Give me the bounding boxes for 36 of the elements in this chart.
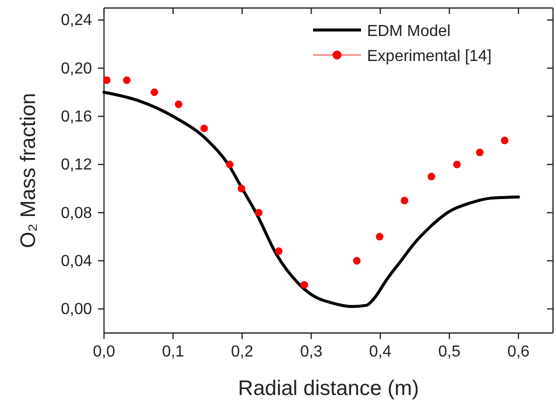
point <box>400 196 408 204</box>
y-tick-label: 0,20 <box>60 60 92 78</box>
point <box>123 76 131 84</box>
y-tick-label: 0,24 <box>60 12 92 30</box>
point <box>453 160 461 168</box>
y-axis-title: O₂ Mass fraction <box>17 92 40 248</box>
point <box>174 100 182 108</box>
point <box>428 172 436 180</box>
x-tick-label: 0,5 <box>438 343 461 360</box>
x-tick-label: 0,0 <box>92 343 116 360</box>
legend-label: Experimental [14] <box>367 48 492 65</box>
legend-label: EDM Model <box>367 23 451 40</box>
x-tick-label: 0,2 <box>231 343 254 360</box>
point <box>353 257 361 265</box>
point <box>274 247 283 255</box>
point <box>376 232 384 240</box>
point <box>300 281 308 289</box>
x-tick-label: 0,1 <box>162 343 184 360</box>
point <box>254 208 263 216</box>
y-tick-label: 0,04 <box>60 252 92 270</box>
x-axis-title: Radial distance (m) <box>238 377 419 400</box>
point <box>150 88 158 96</box>
y-tick-label: 0,12 <box>60 156 92 174</box>
point <box>238 184 246 192</box>
x-tick-label: 0,4 <box>369 343 392 360</box>
point <box>102 76 111 84</box>
line-series <box>102 90 520 308</box>
point <box>226 160 234 168</box>
point <box>500 136 508 144</box>
x-tick-label: 0,6 <box>507 343 530 360</box>
x-tick-label: 0,3 <box>300 343 322 360</box>
y-tick-label: 0,16 <box>60 108 92 126</box>
y-tick-label: 0,08 <box>60 204 92 222</box>
y-tick-label: 0,00 <box>60 301 92 318</box>
point <box>476 148 484 156</box>
point <box>200 124 208 132</box>
